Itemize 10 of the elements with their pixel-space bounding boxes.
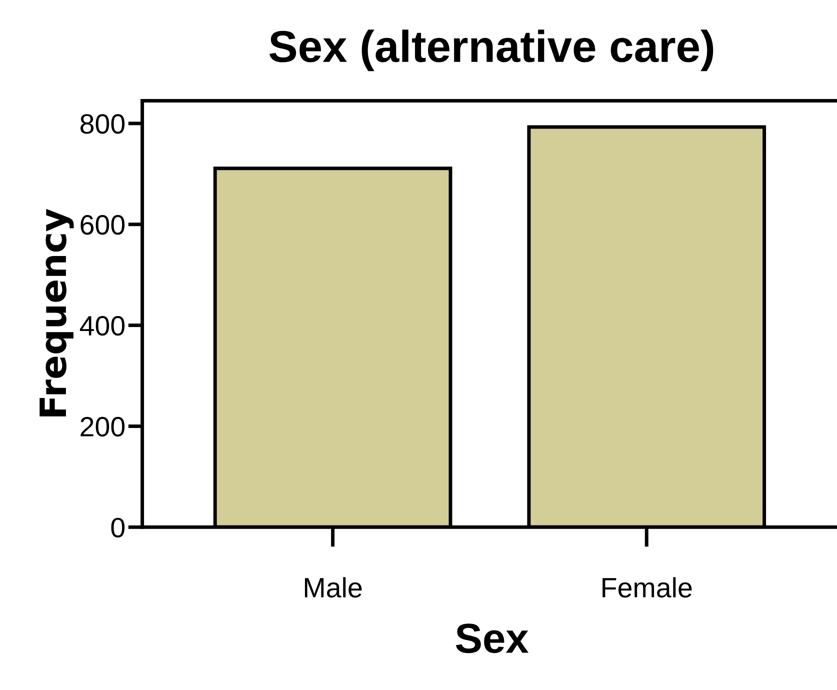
x-tick-label: Male [304,577,362,598]
y-tick-label: 0 [111,518,125,538]
y-tick-label: 400 [80,316,125,336]
x-axis-title: Sex [456,624,529,654]
y-tick-label: 800 [80,114,125,134]
y-tick-label: 200 [80,416,125,437]
y-axis-title: Frequency [40,208,74,416]
y-tick-label: 600 [80,215,125,235]
x-tick-label: Female [602,577,692,598]
chart-title: Sex (alternative care) [269,30,714,72]
